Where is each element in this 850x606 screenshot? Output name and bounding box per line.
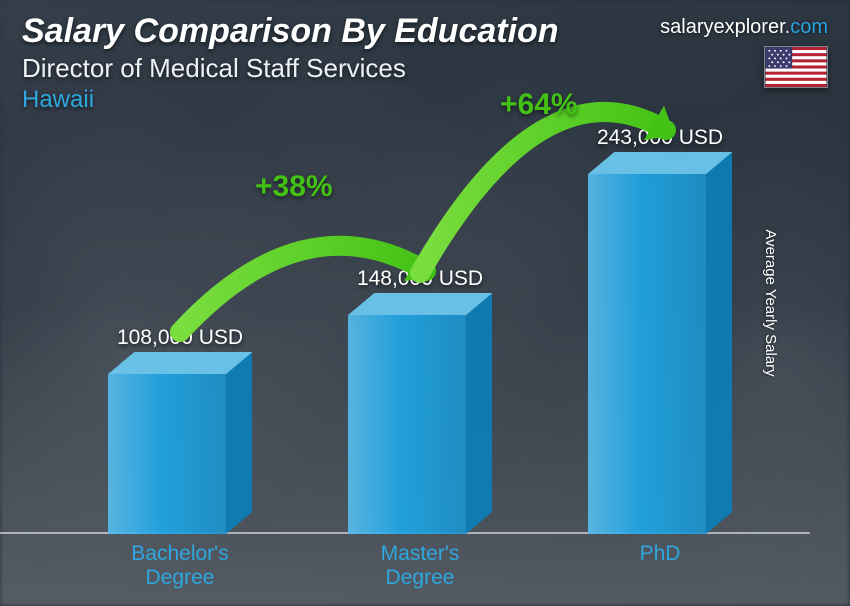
bar (588, 160, 732, 534)
bar-category-label: Bachelor's Degree (131, 542, 228, 590)
subtitle: Director of Medical Staff Services (22, 53, 828, 84)
increase-label: +64% (500, 88, 578, 122)
header: Salary Comparison By Education salaryexp… (0, 0, 850, 120)
increase-label: +38% (255, 170, 333, 204)
bar-front (588, 174, 706, 534)
brand-prefix: salaryexplorer (660, 16, 785, 38)
bar-group: 108,000 USD Bachelor's Degree (100, 136, 260, 606)
bar-value-label: 108,000 USD (117, 326, 243, 350)
brand-logo: salaryexplorer.com (660, 16, 828, 39)
flag-icon (764, 46, 828, 88)
bar-category-label: PhD (640, 542, 681, 566)
bar (108, 360, 252, 534)
bar-value-label: 243,000 USD (597, 126, 723, 150)
bar-chart: 108,000 USD Bachelor's Degree 148,000 USD M… (0, 136, 810, 606)
bar-side (466, 293, 492, 534)
bar-front (108, 374, 226, 534)
bar-side (226, 352, 252, 534)
chart-canvas: Salary Comparison By Education salaryexp… (0, 0, 850, 606)
bar-group: 148,000 USD Master's Degree (340, 136, 500, 606)
bar-category-label: Master's Degree (381, 542, 460, 590)
bar (348, 301, 492, 534)
bar-group: 243,000 USDPhD (580, 136, 740, 606)
bar-side (706, 152, 732, 534)
bar-front (348, 315, 466, 534)
bar-value-label: 148,000 USD (357, 267, 483, 291)
region-label: Hawaii (22, 86, 828, 114)
page-title: Salary Comparison By Education (22, 12, 559, 51)
brand-suffix: com (790, 16, 828, 38)
